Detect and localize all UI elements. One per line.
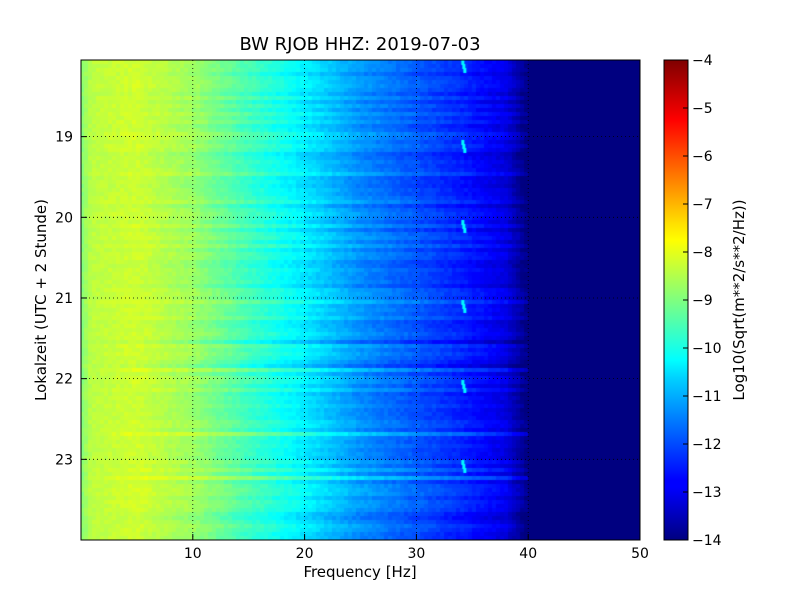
x-tick-label: 20 [296, 546, 314, 562]
y-tick-label: 23 [55, 452, 73, 468]
y-axis: 19 20 21 22 23 [55, 130, 87, 468]
x-tick-label: 30 [407, 546, 425, 562]
x-tick-label: 50 [631, 546, 649, 562]
x-tick-label: 10 [184, 546, 202, 562]
colorbar-label: Log10(Sqrt(m**2/s**2/Hz)) [730, 199, 748, 400]
y-tick-label: 21 [55, 291, 73, 307]
colorbar-tick-label: −9 [692, 293, 713, 309]
colorbar-tick-label: −11 [692, 389, 722, 405]
colorbar-tick-label: −5 [692, 101, 713, 117]
chart-title: BW RJOB HHZ: 2019-07-03 [239, 34, 480, 55]
x-tick-label: 40 [519, 546, 537, 562]
x-axis: 10 20 30 40 50 [184, 534, 649, 562]
heatmap-image [81, 60, 640, 540]
colorbar-tick-label: −7 [692, 197, 713, 213]
colorbar-axis: −4 −5 −6 −7 −8 −9 −10 −11 −12 −13 −14 [683, 53, 722, 549]
colorbar-tick-label: −8 [692, 245, 713, 261]
colorbar-tick-label: −6 [692, 149, 713, 165]
y-tick-label: 19 [55, 130, 73, 146]
colorbar-tick-label: −13 [692, 485, 722, 501]
colorbar-tick-label: −10 [692, 341, 722, 357]
y-tick-label: 20 [55, 210, 73, 226]
grid-lines [81, 60, 640, 540]
plot-frame [80, 59, 641, 541]
x-axis-label: Frequency [Hz] [303, 563, 416, 581]
heatmap-area [81, 60, 640, 540]
colorbar-tick-label: −14 [692, 533, 722, 549]
colorbar-tick-label: −12 [692, 437, 722, 453]
y-axis-label: Lokalzeit (UTC + 2 Stunde) [32, 199, 50, 401]
colorbar-tick-label: −4 [692, 53, 713, 69]
y-tick-label: 22 [55, 372, 73, 388]
